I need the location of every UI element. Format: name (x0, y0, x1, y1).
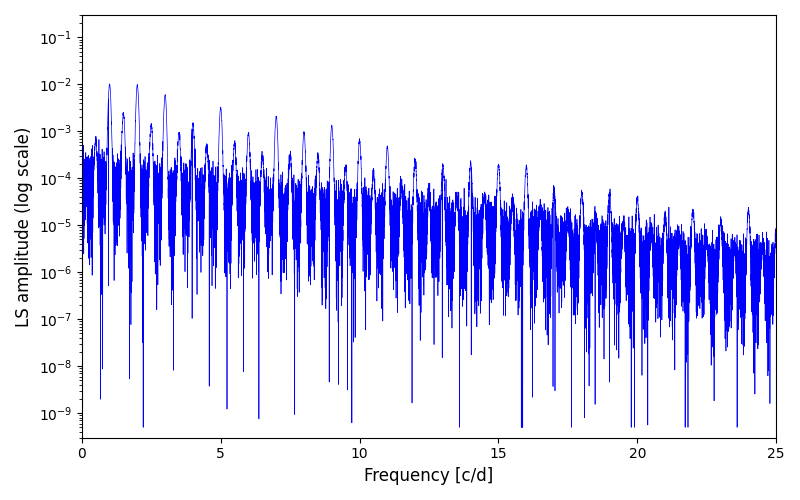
X-axis label: Frequency [c/d]: Frequency [c/d] (364, 467, 494, 485)
Y-axis label: LS amplitude (log scale): LS amplitude (log scale) (15, 126, 33, 326)
